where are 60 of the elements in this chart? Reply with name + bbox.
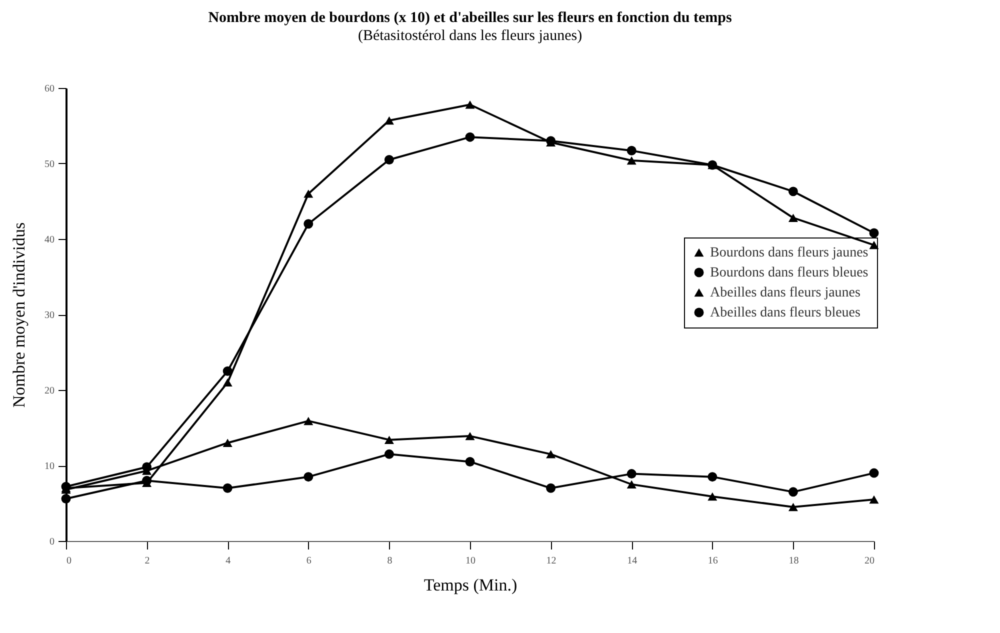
x-tick-label: 12 — [546, 556, 556, 566]
point — [788, 487, 798, 497]
point — [304, 219, 314, 229]
x-tick-label: 14 — [627, 556, 638, 566]
point — [465, 432, 475, 440]
y-axis-title: Nombre moyen d'individus — [10, 222, 28, 408]
y-tick-label: 60 — [44, 84, 54, 94]
legend-label: Bourdons dans fleurs jaunes — [710, 245, 868, 260]
point — [708, 472, 718, 482]
point — [546, 483, 556, 493]
legend-label: Abeilles dans fleurs jaunes — [710, 285, 860, 300]
x-tick-label: 2 — [144, 556, 150, 566]
y-tick-label: 40 — [44, 234, 54, 246]
x-tick-label: 20 — [864, 556, 874, 566]
point — [304, 472, 314, 482]
x-axis-title: Temps (Min.) — [424, 576, 518, 594]
point — [869, 468, 879, 478]
point — [788, 186, 798, 196]
point — [626, 146, 636, 156]
point — [304, 416, 314, 426]
point — [788, 214, 798, 222]
point — [222, 438, 232, 447]
point — [708, 492, 718, 501]
point — [384, 116, 394, 125]
chart-subtitle: (Bétasitostérol dans les fleurs jaunes) — [358, 28, 582, 44]
point — [546, 450, 556, 458]
y-tick-label: 10 — [44, 461, 54, 472]
y-tick-label: 50 — [44, 159, 54, 170]
point — [465, 100, 475, 109]
point — [222, 366, 232, 376]
y-tick-label: 20 — [44, 386, 54, 396]
point — [465, 132, 475, 142]
point — [465, 456, 475, 466]
point — [384, 154, 394, 164]
point — [61, 494, 71, 504]
point — [142, 476, 152, 486]
point — [788, 502, 798, 512]
x-tick-label: 18 — [788, 556, 799, 566]
point — [222, 378, 232, 387]
point — [222, 483, 232, 493]
point — [384, 449, 394, 459]
point — [869, 228, 879, 238]
point — [384, 436, 394, 444]
y-tick-label: 0 — [50, 536, 54, 548]
point — [869, 240, 879, 250]
point — [626, 469, 636, 479]
point — [304, 190, 314, 198]
y-tick-label: 30 — [44, 310, 54, 321]
x-tick-label: 16 — [708, 556, 718, 566]
point — [626, 156, 636, 165]
x-tick-label: 4 — [226, 556, 231, 566]
legend-label: Abeilles dans fleurs bleues — [710, 305, 860, 320]
x-tick-label: 6 — [306, 556, 312, 566]
legend-label: Bourdons dans fleurs bleues — [710, 265, 868, 280]
point — [626, 480, 636, 488]
x-tick-label: 8 — [387, 556, 392, 566]
x-tick-label: 0 — [66, 556, 72, 566]
chart-title: Nombre moyen de bourdons (x 10) et d'abeilles sur les fleurs en fonction du temps — [208, 10, 732, 26]
point — [869, 495, 879, 504]
x-tick-label: 10 — [466, 556, 476, 566]
